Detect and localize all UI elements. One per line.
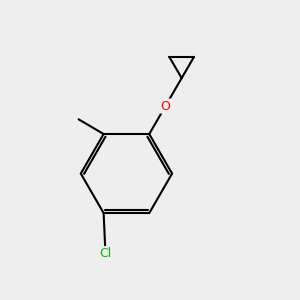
Text: Cl: Cl [99, 247, 111, 260]
Text: O: O [160, 100, 170, 112]
